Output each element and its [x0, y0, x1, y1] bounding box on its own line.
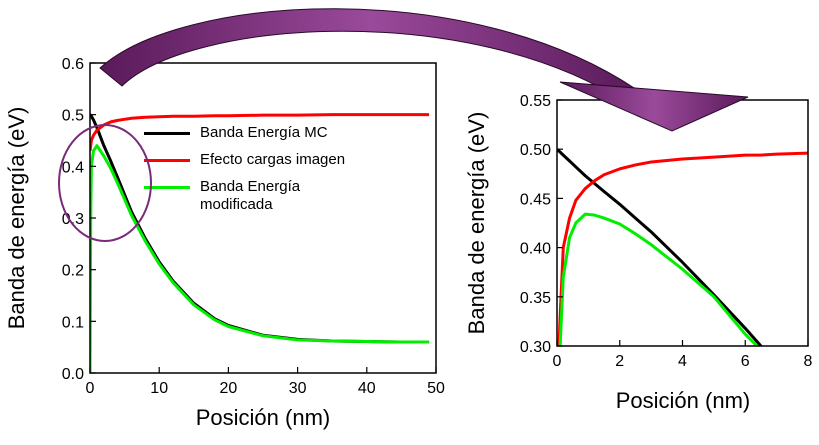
y-axis-title: Banda de energía (eV) — [4, 107, 29, 330]
x-tick-label: 30 — [289, 380, 307, 397]
y-tick-label: 0.6 — [62, 56, 84, 73]
data-line — [90, 113, 430, 152]
data-line — [557, 151, 808, 346]
legend-box: Banda Energía MC Efecto cargas imagen Band… — [144, 124, 434, 214]
y-tick-label: 0.45 — [520, 191, 551, 208]
legend-entry: Banda Energía MC — [144, 124, 434, 142]
highlight-ellipse — [58, 124, 152, 242]
legend: Banda Energía MC Efecto cargas imagen Band… — [144, 124, 434, 214]
data-lines — [90, 113, 430, 373]
x-tick-label: 4 — [678, 353, 687, 370]
x-tick-label: 40 — [358, 380, 376, 397]
zoom-arrow — [99, 8, 641, 105]
plot-frame — [556, 99, 809, 347]
data-lines — [557, 148, 808, 346]
chart: 0 2 4 6 8 0.30 0.35 0.40 0.45 0.50 0.55 Posición (n… — [464, 93, 813, 413]
legend-swatch — [144, 159, 190, 162]
y-tick-label: 0.40 — [520, 241, 551, 258]
y-tick-label: 0.5 — [62, 108, 84, 125]
x-tick-label: 2 — [615, 353, 624, 370]
legend-swatch — [144, 186, 190, 189]
legend-entry: Banda Energía modificada — [144, 178, 434, 214]
legend-label: Banda Energía modificada — [200, 178, 301, 213]
legend-label: Banda Energía MC — [200, 124, 328, 141]
data-line — [558, 212, 760, 346]
y-tick-label: 0.2 — [62, 263, 84, 280]
legend-label: Efecto cargas imagen — [200, 151, 346, 168]
chart: 0 10 20 30 40 500.00.10.20.30.40.50.6Posición… — [4, 56, 445, 430]
y-tick-label: 0.1 — [62, 314, 84, 331]
plots: 0 10 20 30 40 500.00.10.20.30.40.50.6Posición… — [4, 56, 813, 430]
y-axis-title: Banda de energía (eV) — [464, 112, 489, 335]
y-tick-label: 0.55 — [520, 93, 551, 110]
legend-swatch — [144, 132, 190, 135]
legend-entry: Efecto cargas imagen — [144, 151, 434, 169]
y-tick-label: 0.0 — [62, 366, 84, 383]
x-tick-label: 0 — [553, 353, 562, 370]
data-line — [557, 148, 763, 346]
x-tick-label: 20 — [220, 380, 238, 397]
y-tick-label: 0.50 — [520, 142, 551, 159]
x-tick-label: 8 — [804, 353, 813, 370]
y-tick-label: 0.30 — [520, 339, 551, 356]
x-tick-label: 6 — [741, 353, 750, 370]
x-tick-label: 0 — [86, 380, 95, 397]
x-tick-label: 10 — [150, 380, 168, 397]
x-axis-title: Posición (nm) — [616, 388, 750, 413]
zoom-arrow-head — [559, 81, 749, 132]
x-tick-label: 50 — [427, 380, 445, 397]
y-tick-label: 0.4 — [62, 159, 84, 176]
y-tick-label: 0.35 — [520, 290, 551, 307]
data-line — [90, 144, 430, 373]
x-axis-title: Posición (nm) — [196, 405, 330, 430]
